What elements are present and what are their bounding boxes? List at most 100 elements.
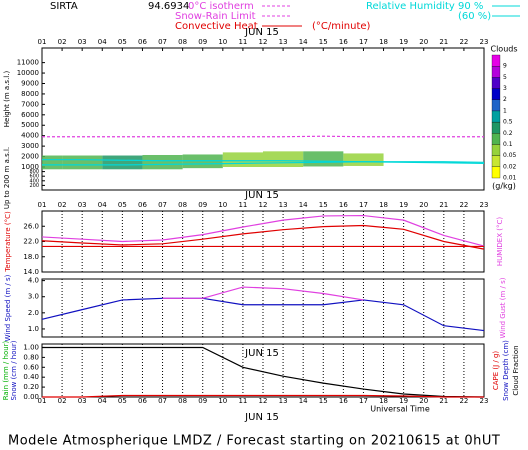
x-tick-label: 16: [339, 38, 348, 46]
y-axis-title: Wind Speed (m / s): [4, 274, 12, 341]
x-tick-label: 01: [38, 397, 47, 405]
colorbar-label: 0.5: [503, 119, 513, 126]
x-tick-label: 21: [439, 201, 448, 209]
x-tick-label: 05: [118, 397, 127, 405]
legend-snow-rain: Snow-Rain Limit: [175, 11, 256, 22]
x-tick-label: 05: [118, 38, 127, 46]
x-tick-label: 01: [38, 201, 47, 209]
colorbar-swatch: [491, 110, 501, 123]
series-line: [41, 224, 485, 250]
colorbar-swatch: [491, 144, 501, 156]
y-tick-label: 2.0: [28, 309, 39, 317]
colorbar-unit: (g/kg): [492, 182, 516, 191]
x-tick-label: 15: [319, 397, 328, 405]
y-tick-label: 400: [29, 178, 39, 184]
date: JUN 15: [244, 412, 279, 423]
date: JUN 15: [244, 190, 279, 201]
legend-convective-unit: (°C/minute): [312, 21, 371, 32]
y-tick-label: 1000: [21, 163, 39, 171]
x-tick-label: 09: [198, 201, 207, 209]
x-tick-label: 09: [198, 38, 207, 46]
colorbar-swatch: [491, 121, 501, 134]
x-tick-label: 02: [58, 38, 67, 46]
x-tick-label: 20: [419, 38, 428, 46]
x-tick-label: 14: [299, 397, 308, 405]
x-tick-label: 22: [459, 201, 468, 209]
x-tick-label: 16: [339, 201, 348, 209]
x-tick-label: 07: [158, 38, 167, 46]
x-tick-label: 12: [259, 201, 268, 209]
y-tick-label: 1.0: [28, 325, 39, 333]
x-tick-label: 03: [78, 397, 87, 405]
x-tick-label: 23: [480, 201, 489, 209]
y-tick-label: 10000: [17, 69, 39, 77]
series-line: [42, 159, 485, 164]
x-tick-label: 21: [439, 38, 448, 46]
cloud-cell: [222, 152, 263, 167]
y-tick-label: 5000: [21, 121, 39, 129]
y-tick-label: 0.00: [23, 393, 39, 401]
cloud-cell: [343, 153, 384, 166]
x-tick-label: 11: [238, 201, 247, 209]
colorbar-label: 1: [503, 107, 507, 114]
colorbar-swatch: [491, 155, 501, 167]
series-line: [42, 394, 484, 398]
y-tick-label: 26.0: [23, 222, 39, 230]
x-tick-label: 08: [178, 38, 187, 46]
y-axis-title-right: HUMIDEX (°C): [496, 217, 504, 266]
x-tick-label: 18: [379, 201, 388, 209]
x-tick-label: 19: [399, 397, 408, 405]
x-tick-label: 04: [98, 201, 107, 209]
cloud-cell: [303, 151, 344, 167]
x-axis-title: Universal Time: [370, 405, 430, 414]
x-tick-label: 02: [58, 397, 67, 405]
y-axis-title-right: Cloud Fraction: [512, 345, 520, 395]
y-tick-label: 200: [29, 183, 39, 189]
x-tick-label: 10: [218, 201, 227, 209]
date: JUN 15: [244, 27, 279, 38]
y-axis-title-right: Snow Depth (cm): [502, 340, 510, 401]
series-line: [162, 286, 364, 301]
y-tick-label: 1.00: [23, 343, 39, 351]
y-tick-label: 3000: [21, 142, 39, 150]
series-line: [42, 161, 485, 166]
x-tick-label: 17: [359, 397, 368, 405]
x-tick-label: 13: [279, 397, 288, 405]
colorbar-swatch: [491, 88, 501, 100]
legend-isotherm: 0°C isotherm: [188, 1, 254, 12]
x-tick-label: 17: [359, 38, 368, 46]
colorbar-swatch: [491, 66, 501, 78]
y-tick-label: 0.20: [23, 383, 39, 391]
y-tick-label: 800: [29, 169, 39, 175]
series-line: [41, 214, 485, 247]
y-tick-label: 7000: [21, 100, 39, 108]
x-tick-label: 07: [158, 201, 167, 209]
y-tick-label: 4.0: [28, 277, 39, 285]
y-tick-label: 6000: [21, 111, 39, 119]
y-tick-label: 14.0: [23, 268, 39, 276]
x-tick-label: 21: [439, 397, 448, 405]
x-tick-label: 03: [78, 38, 87, 46]
series-line: [42, 135, 484, 138]
y-axis-title: Snow (cm / hour): [10, 340, 18, 400]
x-tick-label: 17: [359, 201, 368, 209]
y-tick-label: 600: [29, 174, 39, 180]
series-line: [42, 346, 485, 398]
x-tick-label: 13: [279, 38, 288, 46]
y-tick-label: 18.0: [23, 253, 39, 261]
y-tick-label: 11000: [17, 59, 39, 67]
y-tick-label: 2000: [21, 153, 39, 161]
x-tick-label: 12: [259, 38, 268, 46]
legend-rh90: Relative Humidity 90 %: [366, 1, 483, 12]
footer: Modele Atmospherique LMDZ / Forecast sta…: [8, 434, 500, 449]
x-tick-label: 10: [218, 397, 227, 405]
x-tick-label: 11: [238, 38, 247, 46]
x-tick-label: 01: [38, 38, 47, 46]
x-tick-label: 08: [178, 201, 187, 209]
x-tick-label: 10: [218, 38, 227, 46]
x-tick-label: 18: [379, 38, 388, 46]
x-tick-label: 02: [58, 201, 67, 209]
y-tick-label: 0.60: [23, 363, 39, 371]
x-tick-label: 12: [259, 397, 268, 405]
x-tick-label: 19: [399, 201, 408, 209]
